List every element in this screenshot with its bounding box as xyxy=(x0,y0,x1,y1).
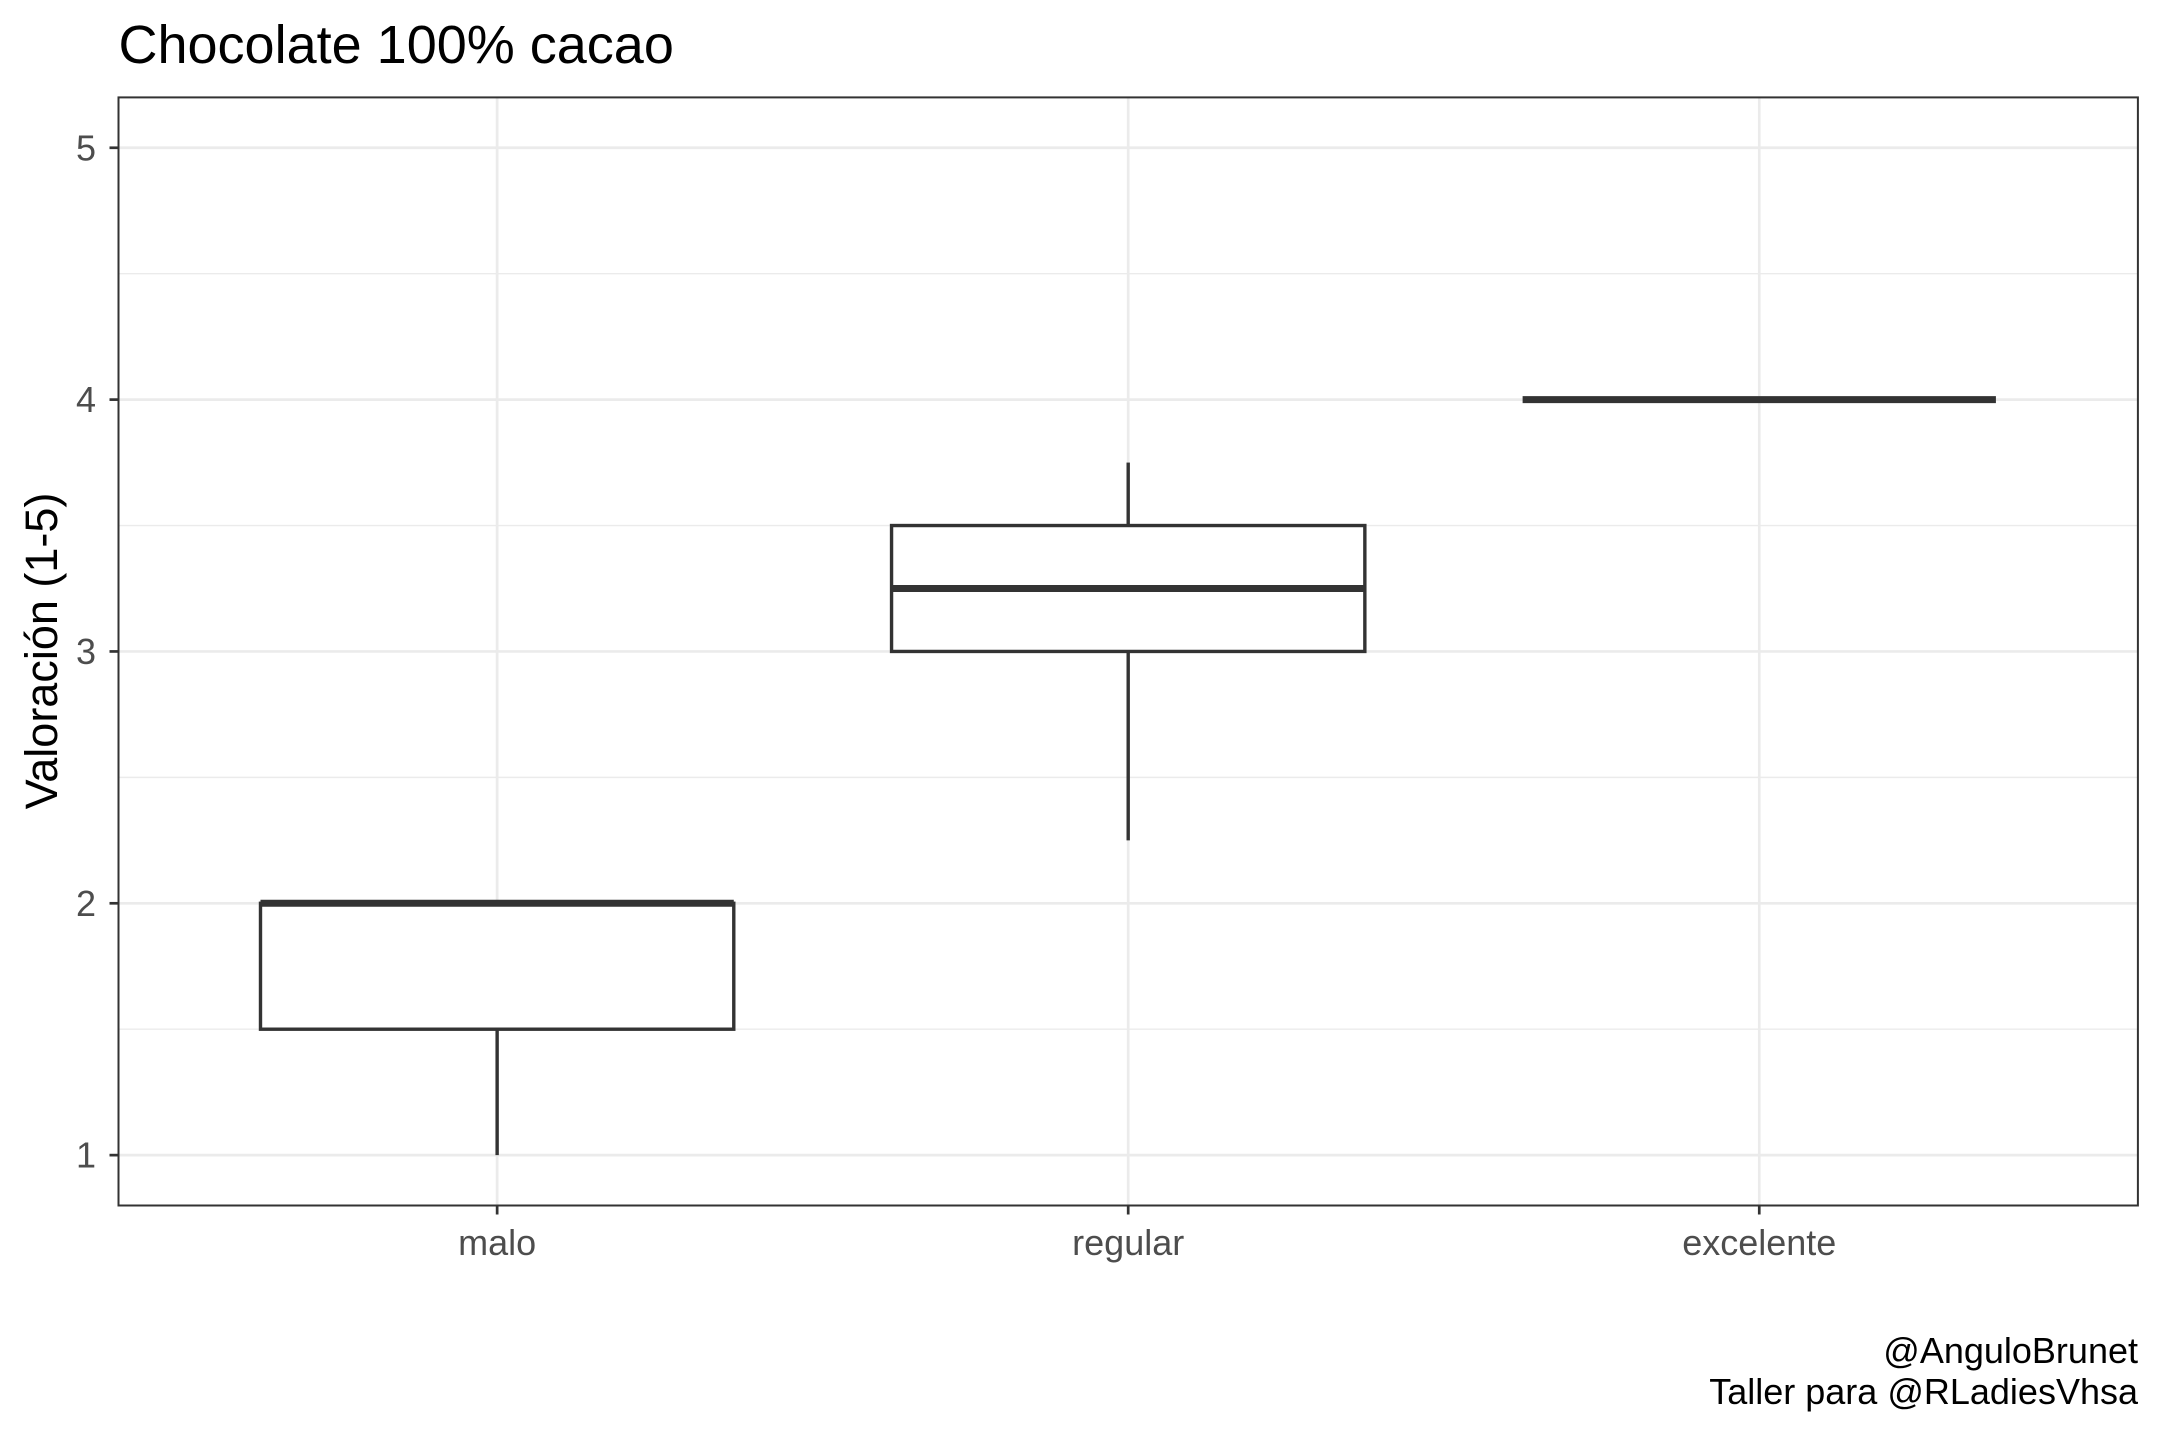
y-tick-label: 5 xyxy=(76,127,96,168)
y-tick-label: 4 xyxy=(76,379,96,420)
y-tick-label: 1 xyxy=(76,1135,96,1176)
box-malo xyxy=(258,899,736,1156)
box-iqr-malo xyxy=(258,901,736,1031)
caption-author: @AnguloBrunet xyxy=(1883,1330,2138,1371)
y-axis: 1 2 3 4 5 xyxy=(76,127,119,1176)
x-tick-label: malo xyxy=(458,1222,536,1263)
plot-panel xyxy=(117,96,2139,1207)
y-tick-label: 2 xyxy=(76,883,96,924)
x-tick-label: regular xyxy=(1072,1222,1184,1263)
chart-title: Chocolate 100% cacao xyxy=(119,15,674,75)
x-axis: malo regular excelente xyxy=(458,1205,1836,1263)
y-axis-title: Valoración (1-5) xyxy=(16,493,67,810)
caption-workshop: Taller para @RLadiesVhsa xyxy=(1709,1371,2139,1412)
box-regular xyxy=(889,462,1367,841)
x-tick-label: excelente xyxy=(1682,1222,1836,1263)
y-tick-label: 3 xyxy=(76,631,96,672)
